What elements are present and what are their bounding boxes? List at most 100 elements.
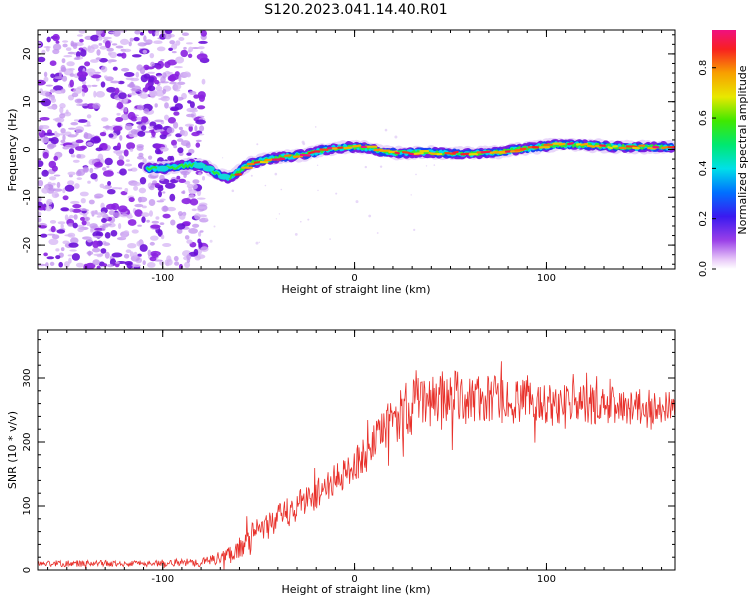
spectrogram-noise-blob	[158, 186, 164, 191]
spectrogram-noise-blob	[54, 175, 61, 177]
spectrogram-noise-blob	[103, 242, 110, 246]
spectrogram-noise-blob	[178, 75, 181, 82]
spectrogram-noise-blob	[66, 110, 69, 115]
spectrogram-ridge-core	[568, 143, 573, 144]
spectrogram-noise-blob	[129, 197, 135, 202]
spectrogram-noise-blob	[185, 124, 194, 127]
spectrogram-noise-blob	[36, 212, 41, 217]
snr-plot-area	[38, 330, 675, 570]
spectrogram-noise-blob	[85, 209, 89, 211]
spectrogram-noise-blob	[184, 262, 190, 268]
spectrogram-ridge-core	[403, 152, 409, 153]
spectrogram-noise-blob	[47, 256, 55, 259]
spectrogram-noise-blob	[93, 236, 103, 238]
spectrogram-noise-blob	[169, 82, 177, 85]
spectrogram-noise-blob	[44, 46, 51, 48]
spectrogram-noise-blob	[198, 91, 206, 99]
spectrogram-noise-blob	[100, 184, 105, 188]
spectrogram-noise-blob	[66, 61, 74, 66]
spectrogram-noise-blob	[63, 55, 72, 57]
colorbar-tick-label: 0.2	[698, 211, 709, 227]
spectrogram-noise-blob	[111, 203, 119, 210]
spectrogram-noise-dot	[394, 136, 397, 139]
spectrogram-noise-blob	[74, 119, 79, 121]
spectrogram-noise-blob	[59, 114, 65, 119]
spectrogram-noise-blob	[120, 39, 129, 45]
page-title: S120.2023.041.14.40.R01	[264, 2, 447, 18]
spectrogram-noise-blob	[73, 160, 80, 163]
spectrogram-noise-blob	[49, 185, 54, 188]
spectrogram-noise-blob	[99, 43, 103, 46]
spectrogram-noise-blob	[62, 241, 69, 245]
spectrogram-noise-blob	[139, 188, 146, 194]
snr-x-tick-label: 100	[537, 574, 556, 585]
spectrogram-noise-blob	[157, 200, 165, 202]
spectrogram-noise-blob	[121, 68, 129, 72]
spectrogram-noise-blob	[107, 189, 116, 194]
spectrogram-noise-blob	[104, 75, 108, 78]
spectrogram-noise-blob	[50, 60, 57, 66]
spectrogram-noise-blob	[74, 183, 80, 189]
spectrogram-noise-blob	[150, 242, 155, 246]
spectrogram-noise-blob	[84, 133, 93, 139]
spectrogram-y-tick-label: -10	[22, 189, 33, 205]
spectrogram-noise-blob	[126, 159, 130, 162]
spectrogram-noise-blob	[124, 254, 129, 259]
spectrogram-noise-blob	[186, 73, 191, 78]
spectrogram-noise-blob	[180, 50, 188, 57]
spectrogram-ridge-core	[627, 146, 637, 147]
spectrogram-noise-blob	[40, 125, 49, 129]
spectrogram-noise-blob	[152, 221, 159, 224]
spectrogram-noise-blob	[102, 226, 106, 231]
colorbar-tick-label: 0.4	[698, 160, 709, 176]
spectrogram-noise-blob	[192, 224, 199, 228]
spectrogram-noise-blob	[172, 51, 177, 53]
spectrogram-noise-blob	[137, 146, 144, 151]
spectrogram-noise-dot	[256, 143, 258, 145]
spectrogram-noise-blob	[48, 239, 58, 245]
spectrogram-noise-blob	[143, 108, 149, 114]
colorbar-tick-label: 0.8	[698, 60, 709, 76]
snr-y-tick-label: 300	[22, 368, 33, 387]
spectrogram-noise-blob	[41, 98, 51, 106]
spectrogram-noise-blob	[153, 40, 162, 44]
spectrogram-noise-blob	[124, 149, 129, 156]
spectrogram-noise-dot	[413, 229, 415, 231]
spectrogram-noise-blob	[60, 207, 69, 211]
spectrogram-noise-blob	[196, 140, 202, 142]
spectrogram-noise-blob	[73, 223, 78, 229]
spectrogram-noise-blob	[50, 137, 58, 144]
spectrogram-noise-blob	[170, 220, 175, 226]
spectrogram-noise-blob	[198, 46, 205, 49]
spectrogram-y-axis-label: Frequency (Hz)	[6, 109, 19, 192]
spectrogram-noise-blob	[78, 119, 88, 123]
spectrogram-noise-blob	[68, 258, 72, 264]
spectrogram-noise-blob	[140, 244, 148, 252]
spectrogram-noise-blob	[130, 38, 134, 42]
spectrogram-noise-blob	[116, 113, 120, 116]
spectrogram-noise-blob	[131, 129, 138, 135]
spectrogram-noise-blob	[194, 249, 199, 256]
spectrogram-noise-blob	[113, 126, 123, 132]
spectrogram-noise-blob	[62, 188, 65, 193]
spectrogram-noise-blob	[67, 134, 77, 137]
spectrogram-noise-blob	[106, 87, 116, 93]
spectrogram-noise-blob	[56, 41, 60, 44]
spectrogram-noise-dot	[365, 166, 367, 168]
spectrogram-noise-blob	[175, 57, 184, 64]
spectrogram-noise-blob	[132, 86, 141, 92]
spectrogram-noise-blob	[165, 260, 169, 266]
spectrogram-noise-blob	[46, 199, 52, 205]
colorbar-tick-label: 0.6	[698, 110, 709, 126]
spectrogram-noise-blob	[88, 251, 91, 257]
spectrogram-ridge-blob	[218, 174, 230, 180]
spectrogram-noise-blob	[61, 224, 64, 228]
spectrogram-noise-blob	[77, 227, 84, 232]
spectrogram-noise-blob	[147, 262, 156, 268]
spectrogram-ridge-blob	[157, 166, 169, 172]
spectrogram-noise-blob	[50, 89, 56, 93]
spectrogram-noise-blob	[173, 95, 178, 103]
spectrogram-noise-blob	[182, 190, 185, 194]
spectrogram-noise-dot	[317, 190, 318, 191]
